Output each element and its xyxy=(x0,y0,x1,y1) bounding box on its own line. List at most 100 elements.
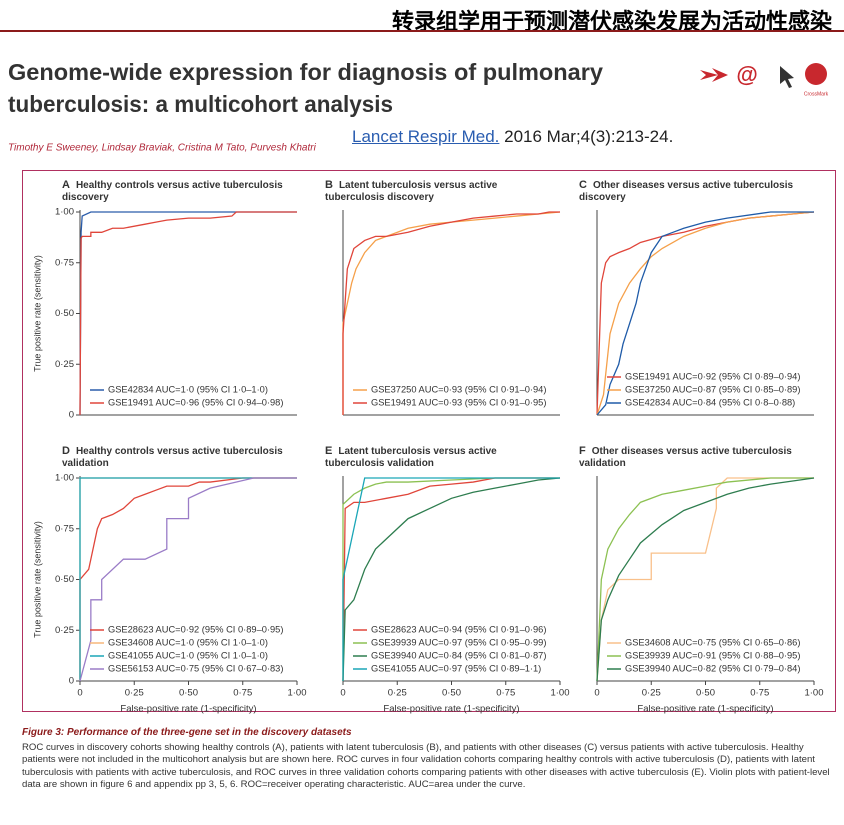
roc-curve xyxy=(596,211,814,416)
x-tick-label: 1·00 xyxy=(804,688,823,699)
figure: 0 0·25 0·50 0·75 1·00 True positive rate (sen… xyxy=(32,207,823,715)
x-tick-label: 1·00 xyxy=(550,688,569,699)
legend-label: GSE41055 AUC=0·97 (95% CI 0·89–1·1) xyxy=(371,663,541,673)
panel-letter: C xyxy=(579,179,587,191)
figure-frame xyxy=(22,170,836,712)
y-axis-label: True positive rate (sensitivity) xyxy=(32,255,42,372)
legend-label: GSE28623 AUC=0·92 (95% CI 0·89–0·95) xyxy=(108,624,283,634)
panel-letter: B xyxy=(325,179,333,191)
roc-curve xyxy=(342,477,560,681)
citation: Lancet Respir Med. 2016 Mar;4(3):213-24. xyxy=(352,127,673,147)
y-tick-label: 0·75 xyxy=(55,257,74,268)
y-tick-label: 0·25 xyxy=(55,625,74,636)
panel-letter: E xyxy=(325,445,333,457)
paper-title: Genome-wide expression for diagnosis of … xyxy=(8,59,603,85)
panel-title-text: Other diseases versus active tuberculosi… xyxy=(579,180,794,203)
roc-curve xyxy=(596,477,814,682)
panel-title: A Healthy controls versus active tubercul… xyxy=(62,179,292,204)
legend-label: GSE42834 AUC=0·84 (95% CI 0·8–0·88) xyxy=(625,397,795,407)
roc-curve xyxy=(342,211,560,415)
x-tick-label: 0 xyxy=(340,688,345,699)
panel-title: D Healthy controls versus active tubercul… xyxy=(62,445,292,470)
x-tick-label: 1·00 xyxy=(287,688,306,699)
roc-curve xyxy=(79,211,297,416)
caption-text: ROC curves in discovery cohorts showing … xyxy=(22,741,830,791)
legend-label: GSE56153 AUC=0·75 (95% CI 0·67–0·83) xyxy=(108,663,283,673)
x-tick-label: 0·75 xyxy=(233,688,252,699)
panel-title-text: Healthy controls versus active tuberculo… xyxy=(62,180,283,203)
paper-head: Genome-wide expression for diagnosis of … xyxy=(8,59,829,154)
legend-label: GSE39940 AUC=0·82 (95% CI 0·79–0·84) xyxy=(625,663,800,673)
legend-label: GSE34608 AUC=1·0 (95% CI 1·0–1·0) xyxy=(108,637,268,647)
roc-curve xyxy=(79,477,297,681)
y-tick-label: 0·50 xyxy=(55,308,74,319)
authors: Timothy E Sweeney, Lindsay Braviak, Cris… xyxy=(8,143,317,154)
x-tick-label: 0·50 xyxy=(442,688,461,699)
panel-letter: A xyxy=(62,179,70,191)
y-tick-label: 0·50 xyxy=(55,574,74,585)
roc-curve xyxy=(342,477,560,681)
crossmark-label: CrossMark xyxy=(804,91,829,97)
roc-curve xyxy=(596,477,814,682)
legend-label: GSE19491 AUC=0·92 (95% CI 0·89–0·94) xyxy=(625,371,800,381)
x-axis-label: False-positive rate (1-specificity) xyxy=(383,704,519,715)
caption-title: Figure 3: Performance of the three-gene … xyxy=(22,727,352,738)
x-tick-label: 0·25 xyxy=(388,688,407,699)
x-tick-label: 0·75 xyxy=(750,688,769,699)
panel-letter: D xyxy=(62,445,70,457)
roc-curve xyxy=(596,211,815,416)
legend-label: GSE37250 AUC=0·87 (95% CI 0·85–0·89) xyxy=(625,384,800,394)
y-tick-label: 1·00 xyxy=(55,473,74,484)
x-tick-label: 0·50 xyxy=(696,688,715,699)
banner-rule xyxy=(0,30,844,32)
roc-curve xyxy=(342,211,561,415)
caption: Figure 3: Performance of the three-gene … xyxy=(22,727,836,792)
legend-label: GSE41055 AUC=1·0 (95% CI 1·0–1·0) xyxy=(108,650,268,660)
y-tick-label: 0 xyxy=(69,410,74,421)
y-tick-label: 0 xyxy=(69,676,74,687)
x-tick-label: 0 xyxy=(594,688,599,699)
legend-label: GSE42834 AUC=1·0 (95% CI 1·0–1·0) xyxy=(108,384,268,394)
y-tick-label: 0·75 xyxy=(55,523,74,534)
panel-title: F Other diseases versus active tuberculos… xyxy=(579,445,809,470)
roc-curve xyxy=(79,477,297,681)
roc-curve xyxy=(342,477,561,682)
legend-label: GSE28623 AUC=0·94 (95% CI 0·91–0·96) xyxy=(371,624,546,634)
banner: 转录组学用于预测潜伏感染发展为活动性感染 xyxy=(391,9,832,34)
panel-title: E Latent tuberculosis versus active tuber… xyxy=(325,445,555,470)
legend-label: GSE34608 AUC=0·75 (95% CI 0·65–0·86) xyxy=(625,637,800,647)
icons: @ CrossMark xyxy=(700,62,829,97)
panel-title-text: Latent tuberculosis versus active tuberc… xyxy=(325,446,497,469)
y-tick-label: 1·00 xyxy=(55,207,74,218)
x-axis-label: False-positive rate (1-specificity) xyxy=(120,704,256,715)
journal-link[interactable]: Lancet Respir Med. xyxy=(352,127,500,146)
legend-label: GSE19491 AUC=0·93 (95% CI 0·91–0·95) xyxy=(371,397,546,407)
roc-curve xyxy=(79,477,297,682)
x-tick-label: 0·75 xyxy=(496,688,515,699)
roc-curve xyxy=(596,477,815,682)
paper-title: tuberculosis: a multicohort analysis xyxy=(8,91,393,117)
y-axis-label: True positive rate (sensitivity) xyxy=(32,521,42,638)
panel-title-text: Latent tuberculosis versus active tuberc… xyxy=(325,180,498,203)
panel-title-text: Other diseases versus active tuberculosi… xyxy=(579,446,792,469)
legend-label: GSE37250 AUC=0·93 (95% CI 0·91–0·94) xyxy=(371,384,546,394)
x-tick-label: 0·50 xyxy=(179,688,198,699)
legend-label: GSE39940 AUC=0·84 (95% CI 0·81–0·87) xyxy=(371,650,546,660)
legend-label: GSE39939 AUC=0·97 (95% CI 0·95–0·99) xyxy=(371,637,546,647)
panel-title: C Other diseases versus active tuberculos… xyxy=(579,179,809,204)
email-icon: @ xyxy=(736,62,757,87)
crossmark-icon xyxy=(805,63,827,85)
panel-title: B Latent tuberculosis versus active tuber… xyxy=(325,179,555,204)
cursor-icon xyxy=(780,66,794,88)
citation-details: 2016 Mar;4(3):213-24. xyxy=(504,127,674,146)
share-icon xyxy=(700,68,728,82)
x-tick-label: 0·25 xyxy=(125,688,144,699)
x-axis-label: False-positive rate (1-specificity) xyxy=(637,704,773,715)
roc-curve xyxy=(342,477,560,682)
y-tick-label: 0·25 xyxy=(55,359,74,370)
x-tick-label: 0 xyxy=(77,688,82,699)
x-tick-label: 0·25 xyxy=(642,688,661,699)
legend-label: GSE39939 AUC=0·91 (95% CI 0·88–0·95) xyxy=(625,650,800,660)
panel-letter: F xyxy=(579,445,586,457)
